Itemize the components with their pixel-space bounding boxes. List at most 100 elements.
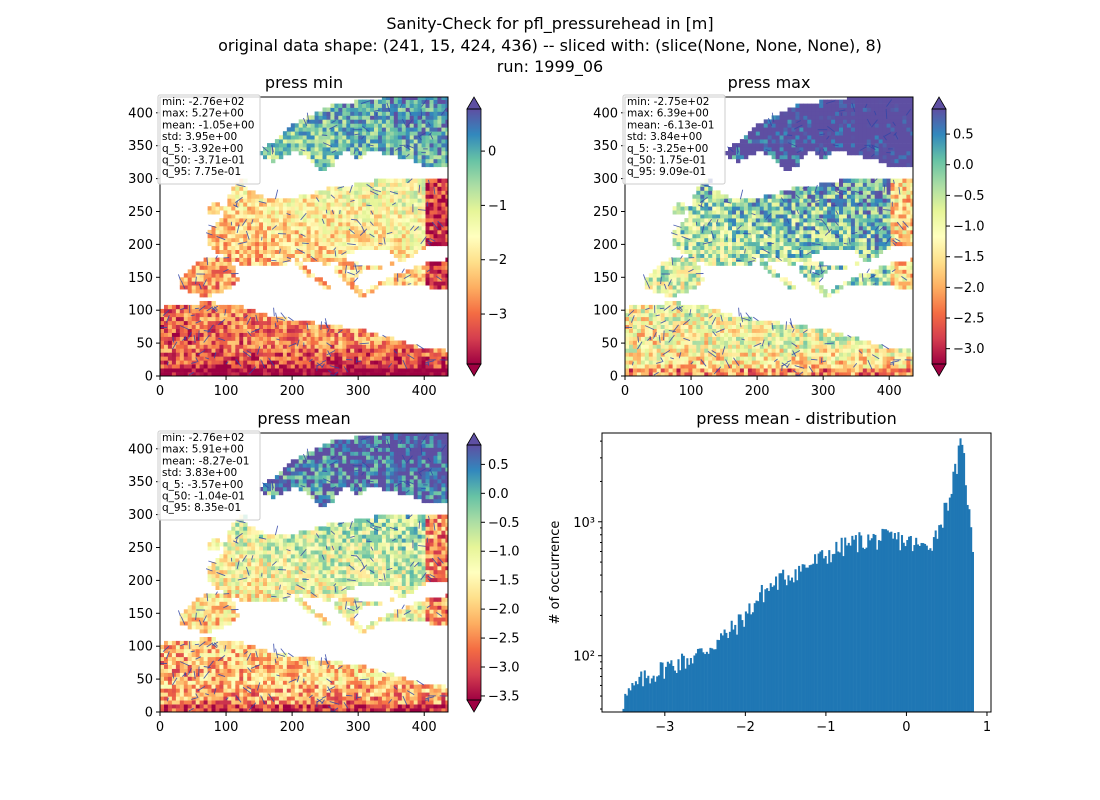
x-tick-label: 0: [156, 384, 164, 399]
histogram-bar: [757, 601, 760, 712]
stats-line: mean: -8.27e-01: [162, 455, 249, 467]
histogram-bar: [705, 651, 708, 712]
histogram-bar: [681, 653, 684, 712]
y-tick-label: 100: [128, 640, 153, 655]
heatmap-field: [160, 433, 448, 712]
histogram-bar: [822, 558, 825, 712]
y-tick-label: 300: [593, 172, 618, 187]
histogram-bar: [844, 537, 847, 712]
histogram-bar: [702, 652, 705, 712]
axes-frame: [159, 432, 449, 713]
histogram-bar: [870, 538, 873, 712]
histogram-bar: [877, 540, 880, 712]
histogram-bar: [794, 569, 797, 712]
stats-line: q_95: 7.75e-01: [162, 166, 241, 178]
histogram-bar: [860, 535, 863, 712]
colorbar-tick-label: −1: [488, 199, 507, 214]
x-tick-label: 0: [156, 720, 164, 735]
y-tick-label: 200: [128, 238, 153, 253]
histogram-bar: [803, 564, 806, 712]
stats-line: std: 3.84e+00: [627, 131, 702, 143]
histogram-bar: [968, 509, 971, 712]
stats-line: q_5: -3.57e+00: [162, 479, 243, 491]
histogram-bar: [650, 678, 653, 712]
colorbar-extend-max: [466, 96, 482, 110]
y-tick-label: 10²: [573, 650, 595, 665]
x-tick-label: 300: [811, 384, 836, 399]
y-tick-label: 200: [128, 574, 153, 589]
histogram-bar: [641, 686, 645, 712]
histogram-bar: [737, 614, 740, 712]
stats-line: q_5: -3.92e+00: [162, 143, 243, 155]
histogram-bar: [815, 563, 818, 712]
histogram-bar: [892, 538, 895, 712]
histogram-bar: [771, 586, 774, 712]
histogram-bar: [830, 562, 833, 712]
histogram-bar: [899, 550, 902, 712]
histogram-bar: [679, 670, 682, 712]
histogram-bar: [821, 550, 824, 712]
colorbar-extend-min: [931, 363, 947, 377]
x-tick-label: 300: [346, 384, 371, 399]
colorbar-tick-label: −1.5: [953, 250, 985, 265]
histogram-bar: [900, 535, 904, 712]
colorbar-extend-min: [466, 699, 482, 713]
x-tick-label: 100: [679, 384, 704, 399]
figure-title-line-2: original data shape: (241, 15, 424, 436)…: [218, 36, 882, 55]
histogram-bar: [759, 592, 762, 712]
y-tick-label: 100: [593, 304, 618, 319]
histogram-bar: [799, 571, 802, 712]
histogram-bar: [798, 565, 801, 712]
histogram-bar: [849, 545, 852, 712]
histogram-bar: [698, 648, 701, 712]
axes-frame: [159, 96, 449, 377]
histogram-bar: [922, 543, 925, 712]
histogram-bar: [727, 638, 730, 712]
histogram-bar: [952, 471, 955, 712]
histogram-bar: [636, 684, 639, 712]
histogram-bar: [668, 663, 671, 712]
histogram-bar: [886, 530, 889, 712]
histogram-bar: [932, 537, 935, 712]
x-tick-label: 200: [280, 720, 305, 735]
histogram-bar: [665, 666, 668, 712]
histogram-bar: [688, 664, 691, 712]
histogram-bar: [893, 533, 896, 712]
histogram-bar: [925, 545, 928, 712]
histogram-bars: [620, 438, 974, 712]
histogram-bar: [746, 613, 749, 712]
histogram-bar: [689, 658, 692, 712]
histogram-bar: [916, 544, 919, 712]
histogram-bar: [808, 565, 811, 712]
x-tick-label: 1: [983, 720, 991, 735]
histogram-bar: [805, 567, 808, 712]
histogram-bar: [766, 588, 769, 712]
histogram-bar: [897, 532, 900, 712]
colorbar-tick-label: −0.5: [953, 189, 985, 204]
histogram-bar: [918, 545, 921, 712]
histogram-bar: [874, 534, 877, 712]
histogram-bar: [950, 493, 953, 712]
y-tick-label: 250: [128, 205, 153, 220]
colorbar-tick-label: −2.5: [488, 632, 520, 647]
histogram-bar: [814, 554, 817, 712]
histogram-bar: [934, 530, 937, 712]
histogram-bar: [735, 634, 739, 712]
histogram-bar: [938, 525, 941, 712]
histogram-bar: [700, 648, 703, 712]
histogram-bar: [856, 552, 859, 712]
colorbar-tick-label: −1.5: [488, 574, 520, 589]
histogram-bar: [824, 556, 827, 712]
histogram-bar: [853, 539, 856, 712]
heatmap-field: [625, 97, 913, 376]
histogram-bar: [776, 589, 779, 712]
histogram-bar: [955, 473, 959, 712]
histogram-bar: [943, 502, 946, 712]
histogram-bar: [876, 549, 879, 712]
histogram-bar: [744, 611, 747, 712]
histogram-bar: [966, 504, 969, 712]
colorbar-tick-label: 0.0: [488, 487, 509, 502]
